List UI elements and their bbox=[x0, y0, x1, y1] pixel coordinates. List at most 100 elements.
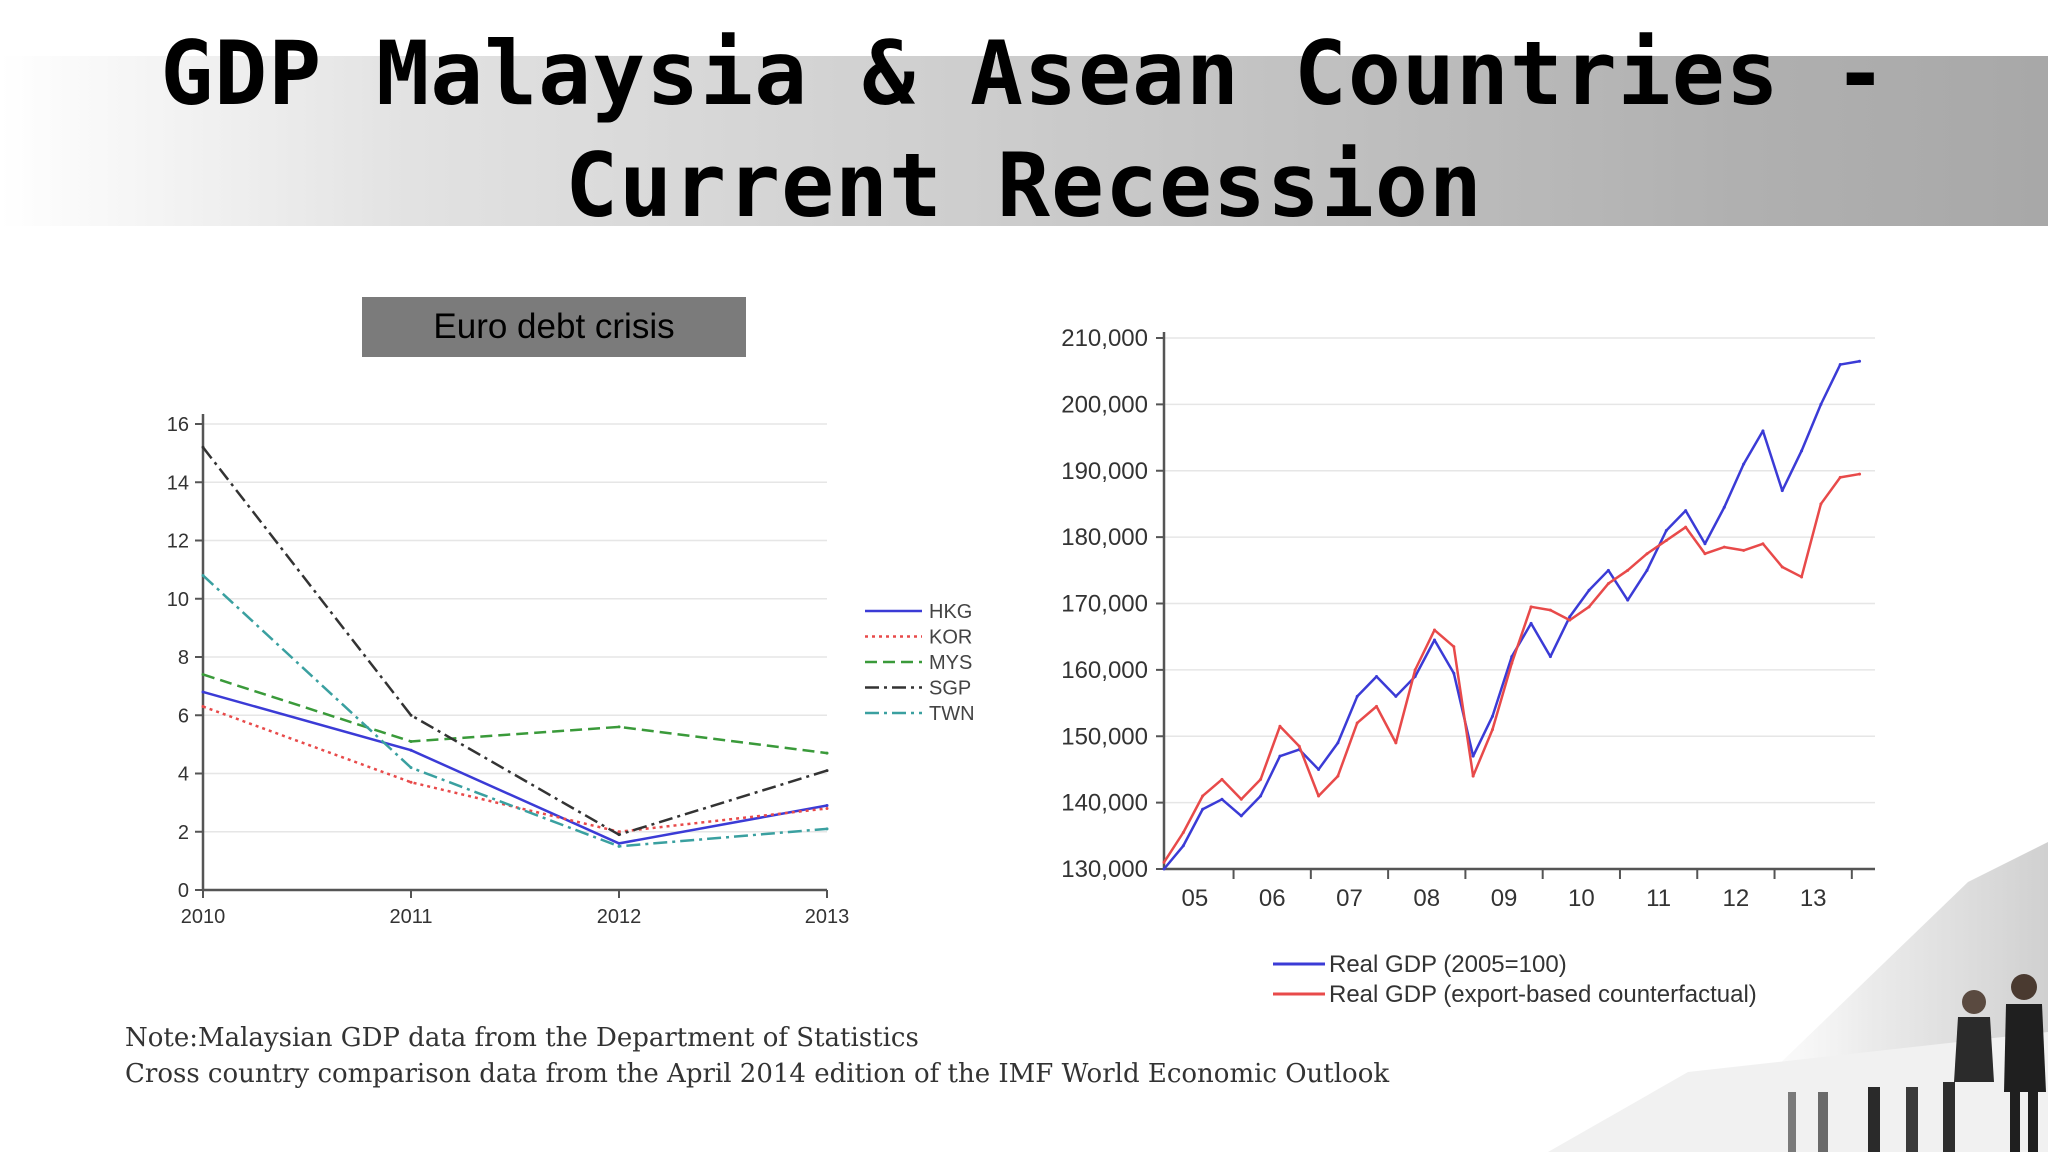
y-tick-label: 6 bbox=[178, 705, 189, 727]
data-point-real-gdp-2005-100 bbox=[1761, 429, 1765, 433]
x-tick-label: 08 bbox=[1413, 885, 1440, 912]
y-tick-label: 0 bbox=[178, 880, 189, 902]
data-point-real-gdp-export-based-counterfactual bbox=[1452, 645, 1456, 649]
data-point-real-gdp-export-based-counterfactual bbox=[1317, 794, 1321, 798]
data-point-mys bbox=[825, 751, 829, 755]
data-point-sgp bbox=[617, 833, 621, 837]
x-tick-label: 2010 bbox=[181, 906, 226, 928]
data-point-real-gdp-export-based-counterfactual bbox=[1375, 704, 1379, 708]
legend-label-real-gdp-2005-100: Real GDP (2005=100) bbox=[1329, 951, 1567, 978]
y-tick-label: 180,000 bbox=[1061, 524, 1148, 551]
data-point-real-gdp-export-based-counterfactual bbox=[1529, 605, 1533, 609]
data-point-real-gdp-export-based-counterfactual bbox=[1220, 777, 1224, 781]
data-point-real-gdp-export-based-counterfactual bbox=[1336, 774, 1340, 778]
asean-growth-chart: 0 2 4 6 8 10 12 14 16 2010 2011 2012 2013 HKG KOR MYS SG… bbox=[167, 414, 975, 928]
data-point-real-gdp-2005-100 bbox=[1452, 671, 1456, 675]
y-tick-label: 2 bbox=[178, 822, 189, 844]
data-point-real-gdp-2005-100 bbox=[1819, 402, 1823, 406]
legend-label-twn: TWN bbox=[929, 703, 975, 725]
data-point-real-gdp-export-based-counterfactual bbox=[1568, 618, 1572, 622]
data-point-real-gdp-2005-100 bbox=[1780, 489, 1784, 493]
y-tick-label: 10 bbox=[167, 589, 189, 611]
y-tick-label: 8 bbox=[178, 647, 189, 669]
legend-label-mys: MYS bbox=[929, 652, 972, 674]
data-point-sgp bbox=[201, 445, 205, 449]
data-point-real-gdp-export-based-counterfactual bbox=[1413, 668, 1417, 672]
data-point-real-gdp-export-based-counterfactual bbox=[1355, 721, 1359, 725]
data-point-real-gdp-export-based-counterfactual bbox=[1587, 605, 1591, 609]
data-point-kor bbox=[409, 780, 413, 784]
data-point-real-gdp-export-based-counterfactual bbox=[1162, 860, 1166, 864]
data-point-mys bbox=[201, 672, 205, 676]
source-note: Note:Malaysian GDP data from the Departm… bbox=[125, 1020, 1389, 1092]
y-tick-label: 190,000 bbox=[1061, 458, 1148, 485]
y-tick-label: 12 bbox=[167, 531, 189, 553]
data-point-mys bbox=[617, 725, 621, 729]
data-point-hkg bbox=[201, 690, 205, 694]
data-point-real-gdp-2005-100 bbox=[1432, 638, 1436, 642]
data-point-real-gdp-2005-100 bbox=[1239, 814, 1243, 818]
data-point-real-gdp-2005-100 bbox=[1626, 598, 1630, 602]
data-point-hkg bbox=[617, 841, 621, 845]
data-point-hkg bbox=[409, 748, 413, 752]
x-tick-label: 2011 bbox=[389, 906, 432, 928]
data-point-real-gdp-2005-100 bbox=[1645, 568, 1649, 572]
background-people-image bbox=[1548, 842, 2048, 1152]
data-point-sgp bbox=[825, 769, 829, 773]
data-point-real-gdp-export-based-counterfactual bbox=[1259, 777, 1263, 781]
data-point-kor bbox=[825, 806, 829, 810]
data-point-real-gdp-export-based-counterfactual bbox=[1858, 472, 1862, 476]
data-point-real-gdp-2005-100 bbox=[1529, 621, 1533, 625]
series-line-mys bbox=[202, 673, 828, 755]
data-point-real-gdp-2005-100 bbox=[1394, 694, 1398, 698]
data-point-real-gdp-export-based-counterfactual bbox=[1645, 552, 1649, 556]
data-point-real-gdp-export-based-counterfactual bbox=[1684, 525, 1688, 529]
data-point-real-gdp-2005-100 bbox=[1355, 694, 1359, 698]
malaysia-real-gdp-chart: 130,000 140,000 150,000 160,000 170,000 180,0… bbox=[1061, 325, 1875, 1008]
data-point-real-gdp-2005-100 bbox=[1548, 655, 1552, 659]
data-point-real-gdp-2005-100 bbox=[1336, 741, 1340, 745]
data-point-real-gdp-export-based-counterfactual bbox=[1548, 608, 1552, 612]
data-point-real-gdp-export-based-counterfactual bbox=[1181, 830, 1185, 834]
y-tick-label: 14 bbox=[167, 472, 189, 494]
series-line-twn bbox=[202, 574, 828, 848]
data-point-real-gdp-2005-100 bbox=[1471, 754, 1475, 758]
data-point-real-gdp-export-based-counterfactual bbox=[1510, 661, 1514, 665]
data-point-real-gdp-export-based-counterfactual bbox=[1606, 582, 1610, 586]
data-point-real-gdp-2005-100 bbox=[1490, 714, 1494, 718]
data-point-real-gdp-2005-100 bbox=[1664, 528, 1668, 532]
data-point-real-gdp-export-based-counterfactual bbox=[1432, 628, 1436, 632]
data-point-real-gdp-2005-100 bbox=[1800, 449, 1804, 453]
data-point-real-gdp-export-based-counterfactual bbox=[1278, 724, 1282, 728]
series-line-kor bbox=[202, 705, 828, 834]
x-tick-label: 12 bbox=[1723, 885, 1750, 912]
data-point-real-gdp-2005-100 bbox=[1278, 754, 1282, 758]
y-tick-label: 140,000 bbox=[1061, 790, 1148, 817]
legend-label-hkg: HKG bbox=[929, 601, 972, 623]
legend-label-kor: KOR bbox=[929, 627, 972, 649]
data-point-real-gdp-export-based-counterfactual bbox=[1626, 568, 1630, 572]
title-band bbox=[0, 56, 2048, 226]
data-point-real-gdp-2005-100 bbox=[1259, 794, 1263, 798]
data-point-real-gdp-export-based-counterfactual bbox=[1780, 565, 1784, 569]
y-tick-label: 170,000 bbox=[1061, 591, 1148, 618]
data-point-real-gdp-export-based-counterfactual bbox=[1703, 552, 1707, 556]
y-tick-label: 130,000 bbox=[1061, 856, 1148, 883]
data-point-sgp bbox=[409, 713, 413, 717]
data-point-real-gdp-2005-100 bbox=[1568, 615, 1572, 619]
x-tick-label: 2013 bbox=[805, 906, 850, 928]
data-point-real-gdp-2005-100 bbox=[1606, 568, 1610, 572]
data-point-real-gdp-2005-100 bbox=[1220, 797, 1224, 801]
data-point-real-gdp-export-based-counterfactual bbox=[1394, 741, 1398, 745]
y-tick-label: 160,000 bbox=[1061, 657, 1148, 684]
data-point-kor bbox=[617, 830, 621, 834]
euro-debt-crisis-banner: Euro debt crisis bbox=[362, 297, 746, 357]
data-point-real-gdp-export-based-counterfactual bbox=[1838, 475, 1842, 479]
data-point-real-gdp-2005-100 bbox=[1838, 363, 1842, 367]
legend-label-real-gdp-export-based-counterfactual: Real GDP (export-based counterfactual) bbox=[1329, 981, 1757, 1008]
data-point-real-gdp-export-based-counterfactual bbox=[1239, 797, 1243, 801]
x-tick-label: 10 bbox=[1568, 885, 1595, 912]
y-tick-label: 4 bbox=[178, 764, 189, 786]
data-point-twn bbox=[201, 573, 205, 577]
x-tick-label: 05 bbox=[1182, 885, 1209, 912]
